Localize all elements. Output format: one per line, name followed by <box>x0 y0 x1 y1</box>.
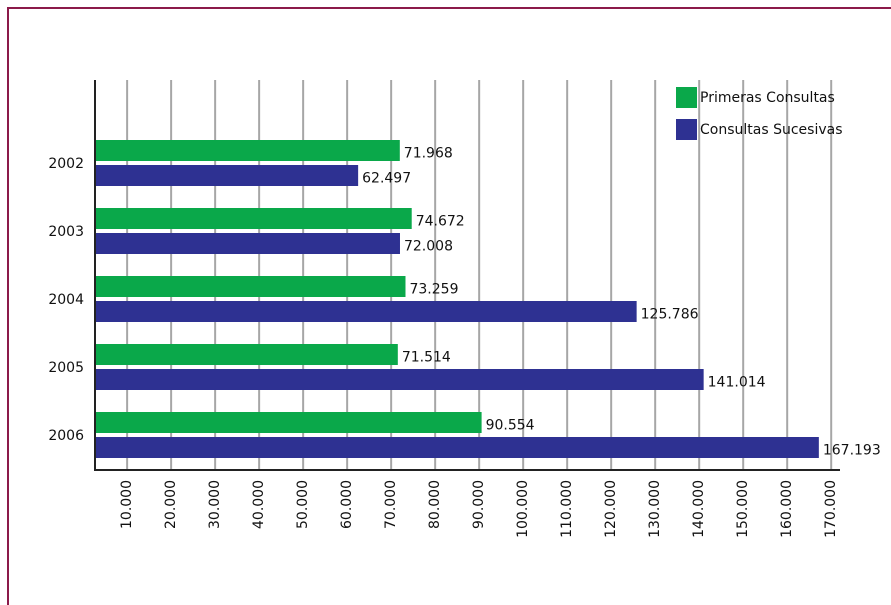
value-label: 141.014 <box>708 375 766 391</box>
legend-label: Primeras Consultas <box>700 90 835 106</box>
x-tick-label: 30.000 <box>207 480 223 529</box>
legend-label: Consultas Sucesivas <box>700 122 843 138</box>
value-label: 62.497 <box>362 171 411 187</box>
value-label: 71.514 <box>402 350 451 366</box>
legend-swatch <box>676 119 697 140</box>
value-label: 74.672 <box>416 214 465 230</box>
value-label: 71.968 <box>404 146 453 162</box>
x-tick-label: 160.000 <box>779 480 795 538</box>
x-tick-label: 110.000 <box>559 480 575 538</box>
x-tick-label: 10.000 <box>119 480 135 529</box>
axes: 10.000 20.000 30.000 40.000 50.000 60.000 70.0… <box>48 80 843 538</box>
x-tick-label: 90.000 <box>471 480 487 529</box>
bar <box>95 412 482 433</box>
bar <box>95 233 400 254</box>
bar <box>95 437 819 458</box>
bar <box>95 165 359 186</box>
bar <box>95 140 400 161</box>
bar <box>95 344 398 365</box>
value-label: 125.786 <box>641 307 699 323</box>
x-tick-label: 60.000 <box>339 480 355 529</box>
legend-swatch <box>676 87 697 108</box>
y-tick-label: 2004 <box>48 292 84 308</box>
x-tick-label: 50.000 <box>295 480 311 529</box>
x-tick-label: 20.000 <box>163 480 179 529</box>
value-label: 72.008 <box>404 239 453 255</box>
grid <box>126 80 833 470</box>
x-tick-label: 80.000 <box>427 480 443 529</box>
value-label: 90.554 <box>486 418 535 434</box>
frame <box>7 7 891 605</box>
y-tick-label: 2002 <box>48 156 84 172</box>
x-tick-label: 70.000 <box>383 480 399 529</box>
value-label: 167.193 <box>823 443 881 459</box>
y-tick-label: 2006 <box>48 428 84 444</box>
y-tick-label: 2005 <box>48 360 84 376</box>
bar <box>95 276 406 297</box>
x-tick-label: 140.000 <box>691 480 707 538</box>
y-tick-label: 2003 <box>48 224 84 240</box>
value-label: 73.259 <box>409 282 458 298</box>
bars: 71.968 62.497 74.672 72.008 73.259 125.786 71.… <box>95 140 881 459</box>
x-tick-label: 100.000 <box>515 480 531 538</box>
x-tick-label: 130.000 <box>647 480 663 538</box>
bar <box>95 369 704 390</box>
bar <box>95 301 637 322</box>
x-tick-label: 150.000 <box>735 480 751 538</box>
bar <box>95 208 412 229</box>
x-tick-label: 40.000 <box>251 480 267 529</box>
x-tick-label: 170.000 <box>823 480 839 538</box>
x-tick-label: 120.000 <box>603 480 619 538</box>
